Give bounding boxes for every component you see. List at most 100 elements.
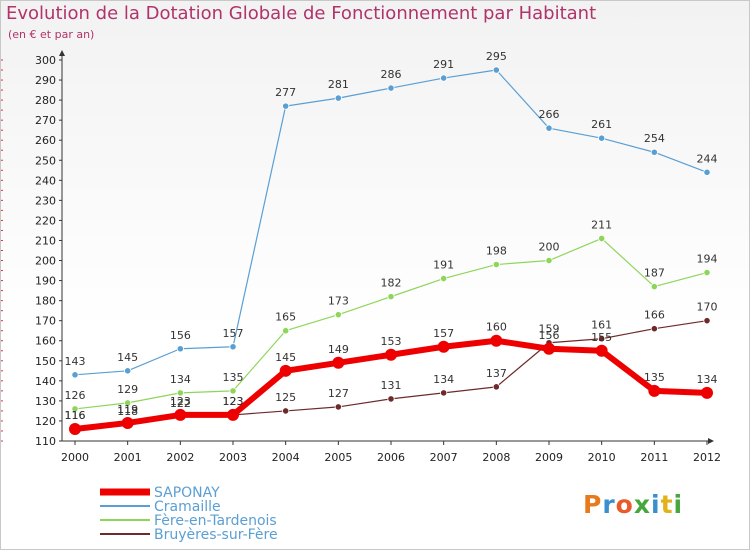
data-label: 157 bbox=[433, 327, 454, 340]
data-point bbox=[492, 383, 500, 391]
logo-letter: o bbox=[615, 490, 634, 519]
y-tick-label: 200 bbox=[35, 255, 56, 268]
data-label: 116 bbox=[65, 409, 86, 422]
data-point bbox=[176, 389, 184, 397]
y-tick-label: 130 bbox=[35, 395, 56, 408]
x-axis-arrow bbox=[708, 438, 714, 444]
data-point bbox=[440, 274, 448, 283]
proxiti-logo: Proxiti bbox=[583, 490, 683, 519]
x-tick-label: 2010 bbox=[588, 451, 616, 464]
data-label: 134 bbox=[170, 373, 191, 386]
y-tick-label: 110 bbox=[35, 435, 56, 448]
data-label: 165 bbox=[275, 311, 296, 324]
data-label: 122 bbox=[170, 397, 191, 410]
logo-letter: x bbox=[633, 490, 651, 519]
data-label: 187 bbox=[644, 267, 665, 280]
y-tick-label: 220 bbox=[35, 214, 56, 227]
data-point bbox=[703, 317, 711, 325]
data-label: 211 bbox=[591, 218, 612, 231]
data-point bbox=[334, 403, 342, 411]
x-tick-label: 2008 bbox=[482, 451, 510, 464]
x-tick-label: 2007 bbox=[430, 451, 458, 464]
x-tick-label: 2009 bbox=[535, 451, 563, 464]
data-point bbox=[595, 344, 608, 357]
chart-subtitle: (en € et par an) bbox=[8, 28, 95, 41]
data-point bbox=[387, 395, 395, 403]
x-tick-label: 2001 bbox=[114, 451, 142, 464]
data-label: 194 bbox=[697, 253, 718, 266]
logo-letter: i bbox=[673, 490, 684, 519]
y-tick-label: 230 bbox=[35, 194, 56, 207]
data-point bbox=[332, 356, 345, 369]
data-point bbox=[282, 327, 290, 335]
data-point bbox=[492, 66, 500, 74]
data-point bbox=[69, 422, 81, 435]
data-point bbox=[492, 260, 500, 269]
data-point bbox=[387, 84, 395, 92]
data-point bbox=[334, 94, 342, 102]
x-tick-label: 2004 bbox=[272, 451, 300, 464]
data-label: 118 bbox=[117, 405, 138, 418]
data-point bbox=[543, 342, 555, 355]
x-tick-label: 2012 bbox=[693, 451, 721, 464]
logo-letter: t bbox=[660, 490, 674, 519]
data-label: 123 bbox=[170, 395, 191, 408]
data-point bbox=[385, 348, 397, 361]
data-label: 159 bbox=[539, 323, 560, 336]
data-point bbox=[490, 334, 503, 347]
data-label: 191 bbox=[433, 259, 454, 272]
data-point bbox=[703, 168, 711, 176]
data-label: 161 bbox=[591, 319, 612, 332]
y-tick-label: 170 bbox=[35, 315, 56, 328]
data-point bbox=[598, 234, 606, 243]
data-point bbox=[598, 134, 606, 142]
data-label: 145 bbox=[117, 351, 138, 364]
y-tick-label: 280 bbox=[35, 94, 56, 107]
data-point bbox=[650, 148, 658, 156]
data-point bbox=[282, 102, 290, 110]
logo-letter: r bbox=[602, 490, 616, 519]
data-label: 137 bbox=[486, 367, 507, 380]
data-label: 266 bbox=[539, 108, 560, 121]
data-point bbox=[71, 371, 79, 379]
data-label: 261 bbox=[591, 118, 612, 131]
y-tick-label: 140 bbox=[35, 375, 56, 388]
legend-label: SAPONAY bbox=[154, 485, 220, 501]
data-point bbox=[437, 340, 450, 353]
data-label: 134 bbox=[697, 373, 718, 386]
y-tick-label: 120 bbox=[35, 415, 56, 428]
data-point bbox=[648, 384, 661, 397]
data-label: 295 bbox=[486, 50, 507, 63]
data-point bbox=[545, 256, 553, 265]
y-tick-label: 240 bbox=[35, 174, 56, 187]
data-label: 170 bbox=[697, 301, 718, 314]
x-tick-label: 2003 bbox=[219, 451, 247, 464]
data-point bbox=[229, 387, 237, 395]
data-label: 127 bbox=[328, 387, 349, 400]
data-label: 149 bbox=[328, 343, 349, 356]
x-tick-label: 2011 bbox=[640, 451, 668, 464]
x-tick-label: 2002 bbox=[166, 451, 194, 464]
data-label: 153 bbox=[381, 335, 402, 348]
y-tick-label: 180 bbox=[35, 295, 56, 308]
data-point bbox=[387, 293, 395, 301]
data-label: 291 bbox=[433, 58, 454, 71]
data-label: 277 bbox=[275, 86, 296, 99]
data-point bbox=[124, 367, 132, 375]
x-tick-label: 2005 bbox=[324, 451, 352, 464]
data-point bbox=[282, 407, 290, 415]
chart-title: Evolution de la Dotation Globale de Fonc… bbox=[6, 3, 597, 24]
legend-label: Fère-en-Tardenois bbox=[154, 513, 277, 529]
data-label: 129 bbox=[117, 383, 138, 396]
data-point bbox=[227, 408, 239, 421]
data-point bbox=[703, 268, 711, 277]
data-label: 182 bbox=[381, 277, 402, 290]
data-point bbox=[279, 364, 292, 377]
y-tick-label: 290 bbox=[35, 74, 56, 87]
data-point bbox=[124, 399, 132, 407]
data-label: 157 bbox=[223, 327, 244, 340]
data-point bbox=[701, 386, 713, 399]
data-point bbox=[440, 74, 448, 82]
y-tick-label: 150 bbox=[35, 355, 56, 368]
logo-letter: i bbox=[651, 490, 661, 519]
